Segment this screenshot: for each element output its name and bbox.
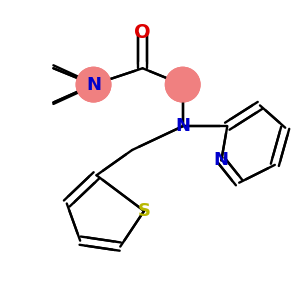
Circle shape bbox=[60, 197, 73, 210]
Text: N: N bbox=[175, 117, 190, 135]
Circle shape bbox=[268, 158, 281, 171]
Circle shape bbox=[166, 68, 200, 102]
Circle shape bbox=[90, 169, 103, 182]
Circle shape bbox=[76, 68, 111, 102]
Circle shape bbox=[279, 121, 292, 134]
Circle shape bbox=[136, 62, 149, 75]
Circle shape bbox=[126, 143, 139, 157]
Circle shape bbox=[176, 78, 189, 91]
Circle shape bbox=[232, 176, 246, 189]
Text: N: N bbox=[86, 76, 101, 94]
Text: S: S bbox=[138, 202, 151, 220]
Circle shape bbox=[76, 68, 111, 102]
Circle shape bbox=[114, 240, 127, 253]
Circle shape bbox=[166, 68, 200, 102]
Circle shape bbox=[221, 120, 234, 133]
Circle shape bbox=[254, 99, 266, 112]
Circle shape bbox=[74, 234, 87, 247]
Text: O: O bbox=[134, 23, 151, 42]
Text: N: N bbox=[214, 152, 229, 169]
